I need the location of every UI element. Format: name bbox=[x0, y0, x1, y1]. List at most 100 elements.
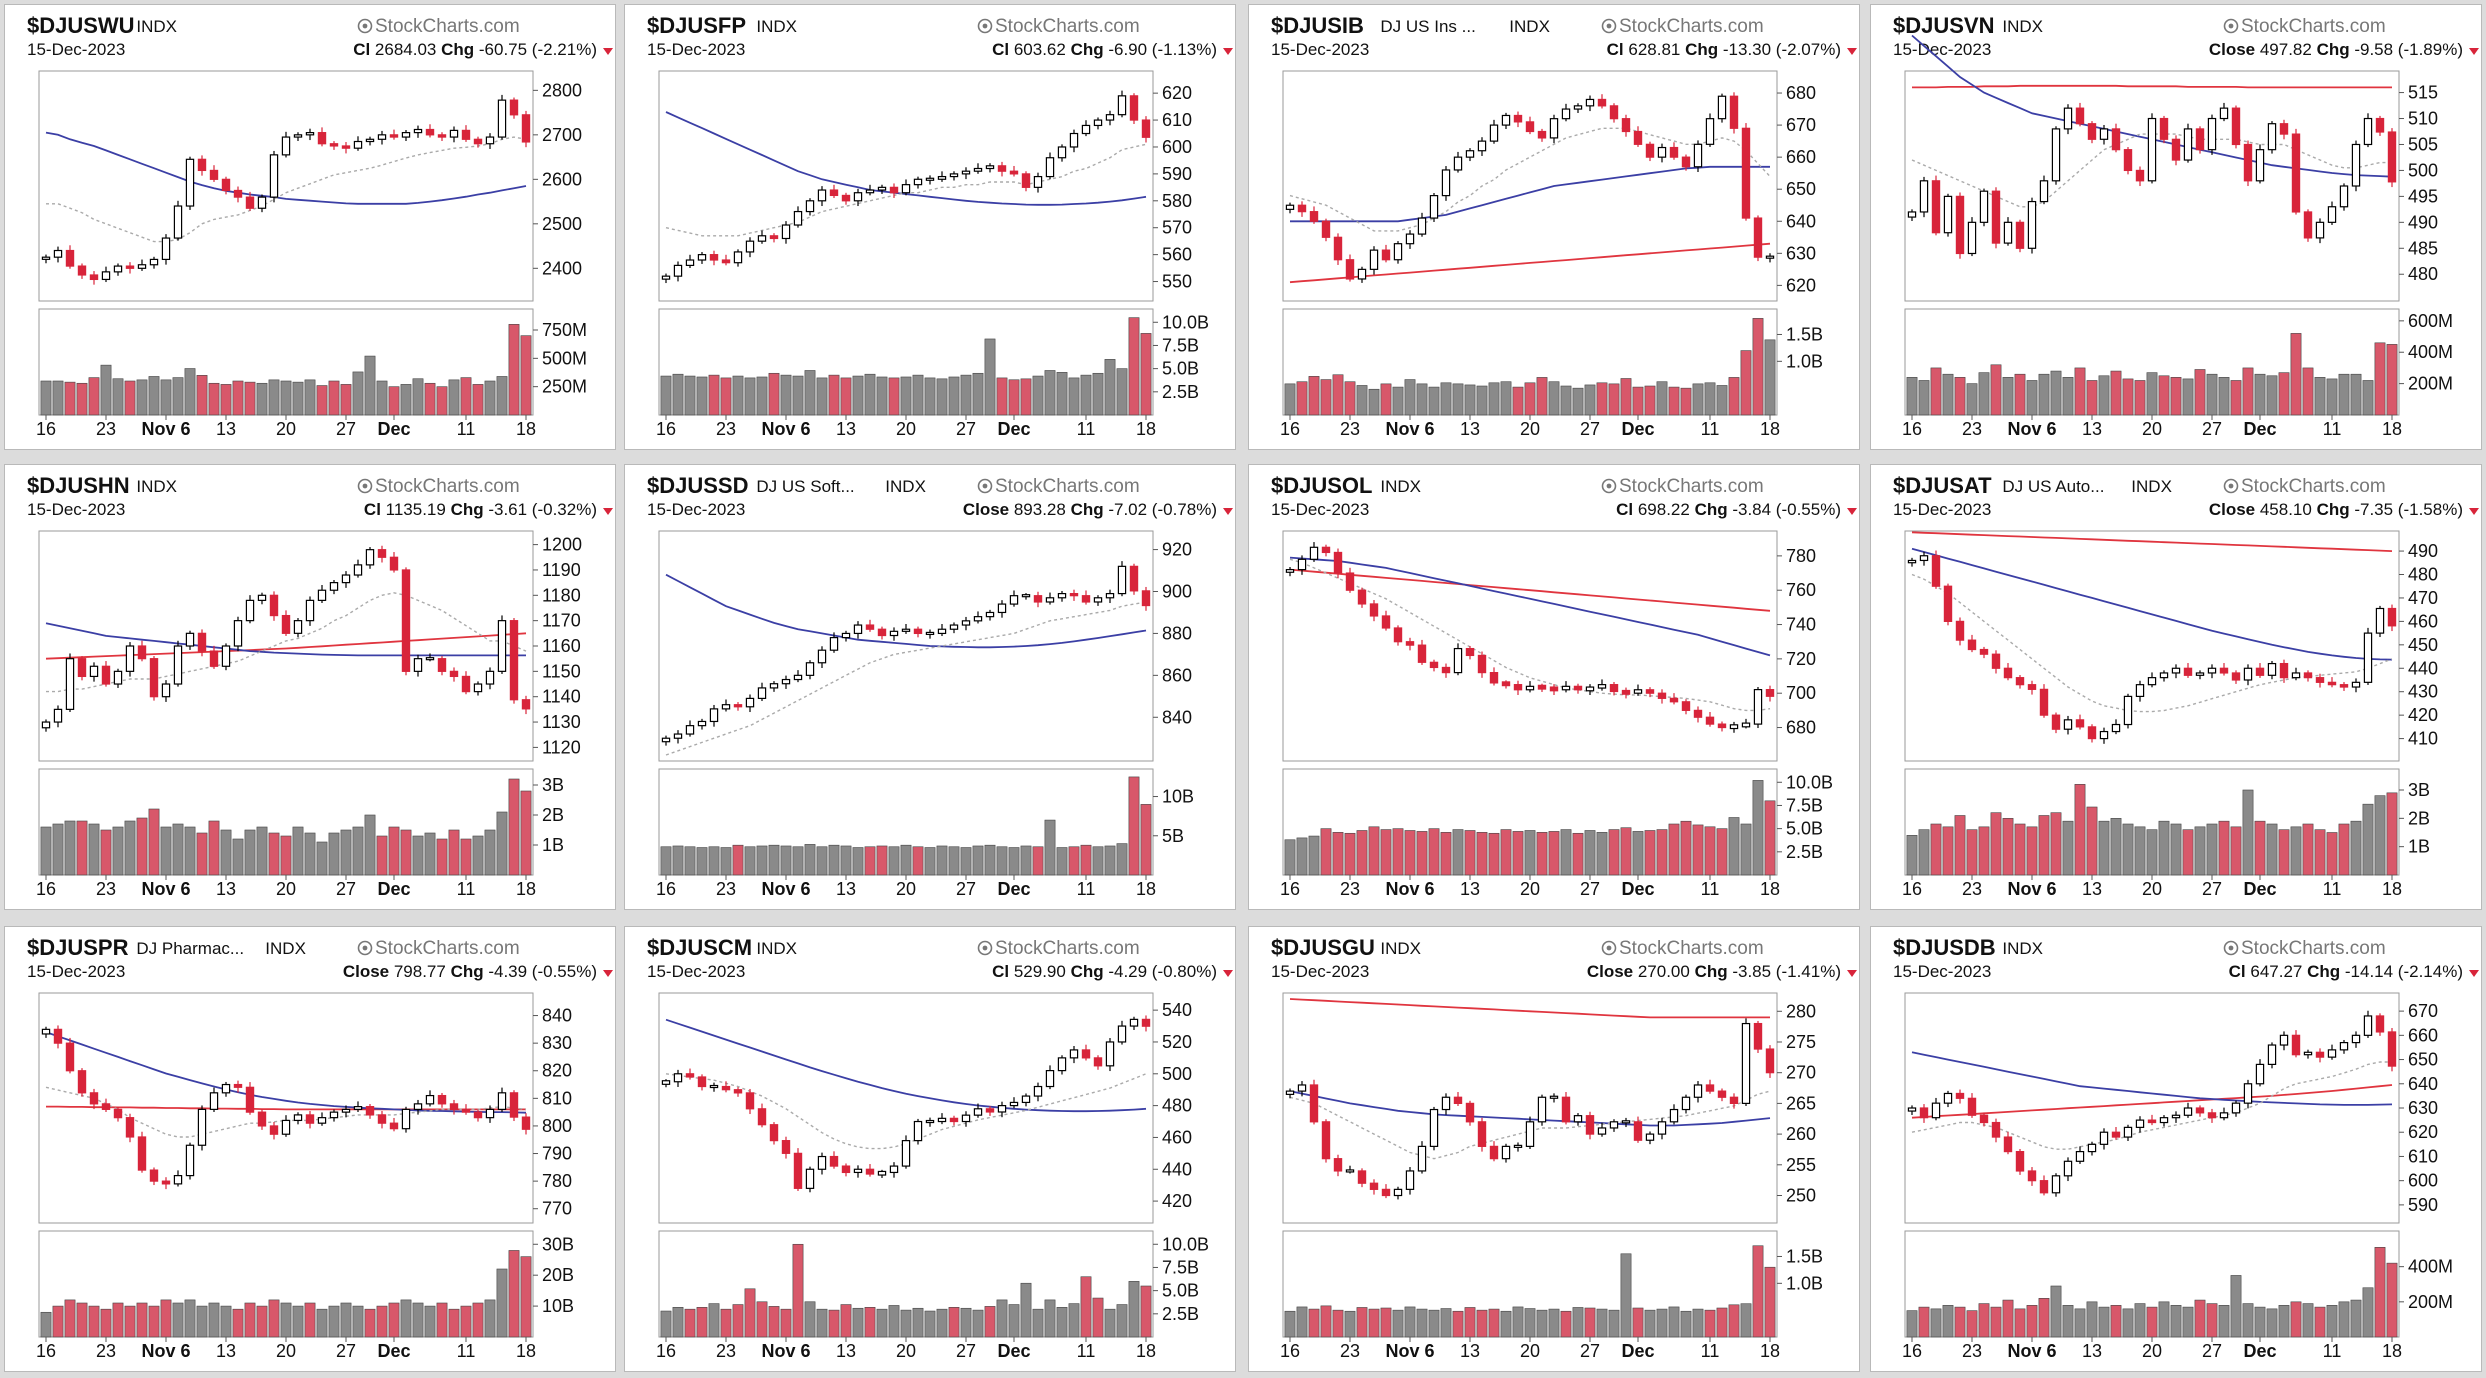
volume-bar bbox=[2026, 1305, 2038, 1338]
volume-bar bbox=[684, 1308, 696, 1338]
candle-body bbox=[2147, 117, 2157, 182]
volume-bar bbox=[852, 1307, 864, 1338]
candle bbox=[901, 623, 911, 634]
candle bbox=[1573, 683, 1583, 694]
y-tick-label: 1140 bbox=[542, 687, 581, 707]
candle-body bbox=[281, 614, 291, 634]
candle bbox=[829, 632, 839, 653]
candle-body bbox=[2003, 221, 2013, 244]
volume-bar bbox=[1356, 385, 1368, 416]
volume-bar bbox=[1918, 380, 1930, 416]
candle-body bbox=[377, 1114, 387, 1124]
candle-body bbox=[1477, 654, 1487, 674]
candle bbox=[733, 702, 743, 711]
candle bbox=[1931, 1097, 1941, 1121]
candle-body bbox=[1345, 1169, 1355, 1173]
y-tick-label: 470 bbox=[2408, 588, 2438, 608]
volume-bar bbox=[1596, 832, 1608, 876]
y-tick-label: 460 bbox=[1162, 1127, 1192, 1147]
candle-body bbox=[437, 1094, 447, 1105]
candle-body bbox=[889, 630, 899, 637]
candle bbox=[1633, 126, 1643, 147]
candle-body bbox=[2063, 1160, 2073, 1177]
candle bbox=[1621, 687, 1631, 699]
candle bbox=[1525, 681, 1535, 693]
candle bbox=[2051, 1173, 2061, 1197]
candle bbox=[889, 183, 899, 198]
volume-bar bbox=[2182, 829, 2194, 876]
candle-body bbox=[1645, 143, 1655, 158]
candle-body bbox=[2267, 123, 2277, 151]
x-tick-label: Nov 6 bbox=[1385, 419, 1434, 439]
candle-body bbox=[1021, 594, 1031, 598]
candle bbox=[2363, 627, 2373, 685]
candle-body bbox=[2243, 667, 2253, 681]
candle-body bbox=[2159, 672, 2169, 679]
candle bbox=[2375, 1013, 2385, 1036]
candle bbox=[865, 1164, 875, 1177]
x-tick-label: 20 bbox=[896, 1341, 916, 1361]
ma-long-line bbox=[1289, 568, 1771, 612]
volume-bar bbox=[232, 838, 244, 876]
volume-bar bbox=[756, 1301, 768, 1338]
candle-body bbox=[401, 132, 411, 138]
candle-body bbox=[1597, 1127, 1607, 1135]
readout-chg: -7.35 (-1.58%) bbox=[2350, 500, 2463, 519]
candle bbox=[1465, 148, 1475, 162]
candle bbox=[1069, 589, 1079, 601]
candle-body bbox=[781, 1140, 791, 1154]
y-tick-label: 590 bbox=[1162, 164, 1192, 184]
volume-bar bbox=[376, 835, 388, 876]
candle bbox=[841, 192, 851, 205]
candle bbox=[2351, 140, 2361, 192]
x-tick-label: 27 bbox=[1580, 1341, 1600, 1361]
candle bbox=[1693, 1081, 1703, 1103]
ma-long-line bbox=[1289, 242, 1771, 284]
candle-body bbox=[1129, 565, 1139, 592]
candle-body bbox=[1955, 195, 1965, 255]
volume-bar bbox=[2002, 1299, 2014, 1338]
candle bbox=[269, 1122, 279, 1140]
volume-bar bbox=[328, 1305, 340, 1338]
chart-svg: $DJUSSD DJ US Soft... INDX StockCharts.com1… bbox=[647, 473, 1233, 899]
volume-bar bbox=[2122, 823, 2134, 876]
symbol-label: $DJUSGU bbox=[1271, 935, 1375, 960]
candle-body bbox=[1057, 1057, 1067, 1072]
chg-label: Chg bbox=[1071, 500, 1104, 519]
candle bbox=[2051, 126, 2061, 185]
volume-bar bbox=[328, 380, 340, 416]
x-tick-label: 13 bbox=[216, 879, 236, 899]
volume-bar bbox=[852, 847, 864, 876]
candle-body bbox=[509, 1092, 519, 1118]
volume-bar bbox=[1656, 381, 1668, 416]
candle-body bbox=[901, 1140, 911, 1167]
candle-body bbox=[1309, 211, 1319, 222]
volume-bar bbox=[2278, 829, 2290, 876]
candle-body bbox=[257, 1111, 267, 1127]
candle-body bbox=[1585, 1115, 1595, 1135]
volume-bar bbox=[2254, 820, 2266, 876]
candle-body bbox=[2195, 672, 2205, 676]
candle-body bbox=[1009, 1101, 1019, 1107]
candle-body bbox=[425, 1094, 435, 1105]
volume-bar bbox=[936, 1308, 948, 1338]
volume-bar bbox=[1092, 846, 1104, 876]
candle bbox=[1057, 144, 1067, 162]
candle bbox=[1729, 1093, 1739, 1109]
candle bbox=[925, 629, 935, 639]
candle bbox=[521, 695, 531, 715]
candle bbox=[317, 127, 327, 147]
x-tick-label: 18 bbox=[516, 1341, 536, 1361]
candle-body bbox=[1669, 1108, 1679, 1123]
date-label: 15-Dec-2023 bbox=[27, 500, 125, 519]
ma-mid-line bbox=[45, 622, 526, 657]
candle bbox=[365, 547, 375, 569]
volume-bar bbox=[2206, 823, 2218, 876]
candle bbox=[1105, 110, 1115, 126]
volume-bar bbox=[88, 377, 100, 416]
candle bbox=[2207, 1108, 2217, 1123]
x-tick-label: 18 bbox=[516, 419, 536, 439]
volume-bar bbox=[1140, 1285, 1152, 1338]
candle-body bbox=[257, 196, 267, 209]
symbol-label: $DJUSHN bbox=[27, 473, 130, 498]
